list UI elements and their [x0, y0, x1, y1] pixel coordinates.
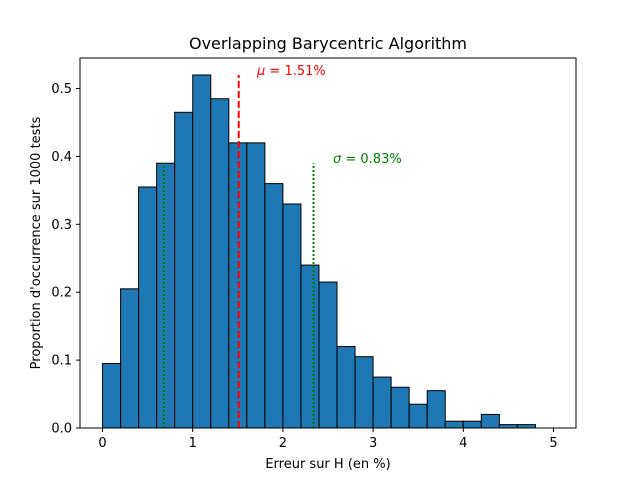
histogram-bar: [192, 74, 212, 429]
histogram-bar: [174, 111, 194, 429]
histogram-bar: [480, 413, 500, 429]
mean-value: = 1.51%: [265, 64, 325, 79]
x-tick-label: 0: [98, 436, 106, 451]
histogram-bar: [372, 376, 392, 429]
histogram-bar: [120, 288, 140, 429]
x-axis-ticks: 0 1 2 3 4 5: [98, 428, 558, 451]
histogram-bar: [210, 98, 230, 429]
y-tick-label: 0.3: [51, 218, 72, 233]
reference-lines: [162, 74, 315, 428]
x-tick-label: 4: [459, 436, 467, 451]
histogram-bar: [498, 424, 518, 429]
histogram-bar: [138, 186, 158, 429]
x-tick-label: 5: [549, 436, 557, 451]
histogram-bar: [102, 363, 122, 429]
chart-title: Overlapping Barycentric Algorithm: [189, 34, 467, 53]
plot-frame: [79, 57, 577, 429]
bars-group: [102, 74, 536, 429]
std-value: = 0.83%: [341, 152, 401, 167]
histogram-bar: [282, 203, 302, 429]
y-tick-label: 0.0: [51, 422, 72, 437]
histogram-bar: [300, 264, 320, 429]
histogram-bar: [156, 162, 176, 429]
std-annotation: σ = 0.83%: [333, 152, 402, 167]
y-tick-label: 0.5: [51, 82, 72, 97]
histogram-bar: [462, 420, 482, 429]
x-tick-label: 1: [189, 436, 197, 451]
histogram-bar: [408, 403, 428, 429]
y-axis-label: Proportion d'occurrence sur 1000 tests: [29, 116, 44, 369]
y-axis-ticks: 0.0 0.1 0.2 0.3 0.4 0.5: [51, 82, 80, 437]
x-axis-label: Erreur sur H (en %): [265, 457, 390, 472]
histogram-bar: [444, 420, 464, 429]
y-tick-label: 0.4: [51, 150, 72, 165]
histogram-bar: [318, 281, 338, 429]
x-tick-label: 3: [369, 436, 377, 451]
y-tick-label: 0.2: [51, 286, 72, 301]
histogram-bar: [264, 183, 284, 429]
histogram-bar: [246, 142, 266, 429]
histogram-bar: [390, 386, 410, 429]
histogram-bar: [516, 424, 536, 429]
x-tick-label: 2: [279, 436, 287, 451]
histogram-bar: [336, 346, 356, 429]
mean-symbol: μ: [256, 64, 265, 79]
y-tick-label: 0.1: [51, 354, 72, 369]
mean-annotation: μ = 1.51%: [256, 64, 326, 79]
std-symbol: σ: [333, 152, 342, 167]
histogram-bar: [354, 356, 374, 429]
histogram-bar: [426, 390, 446, 429]
